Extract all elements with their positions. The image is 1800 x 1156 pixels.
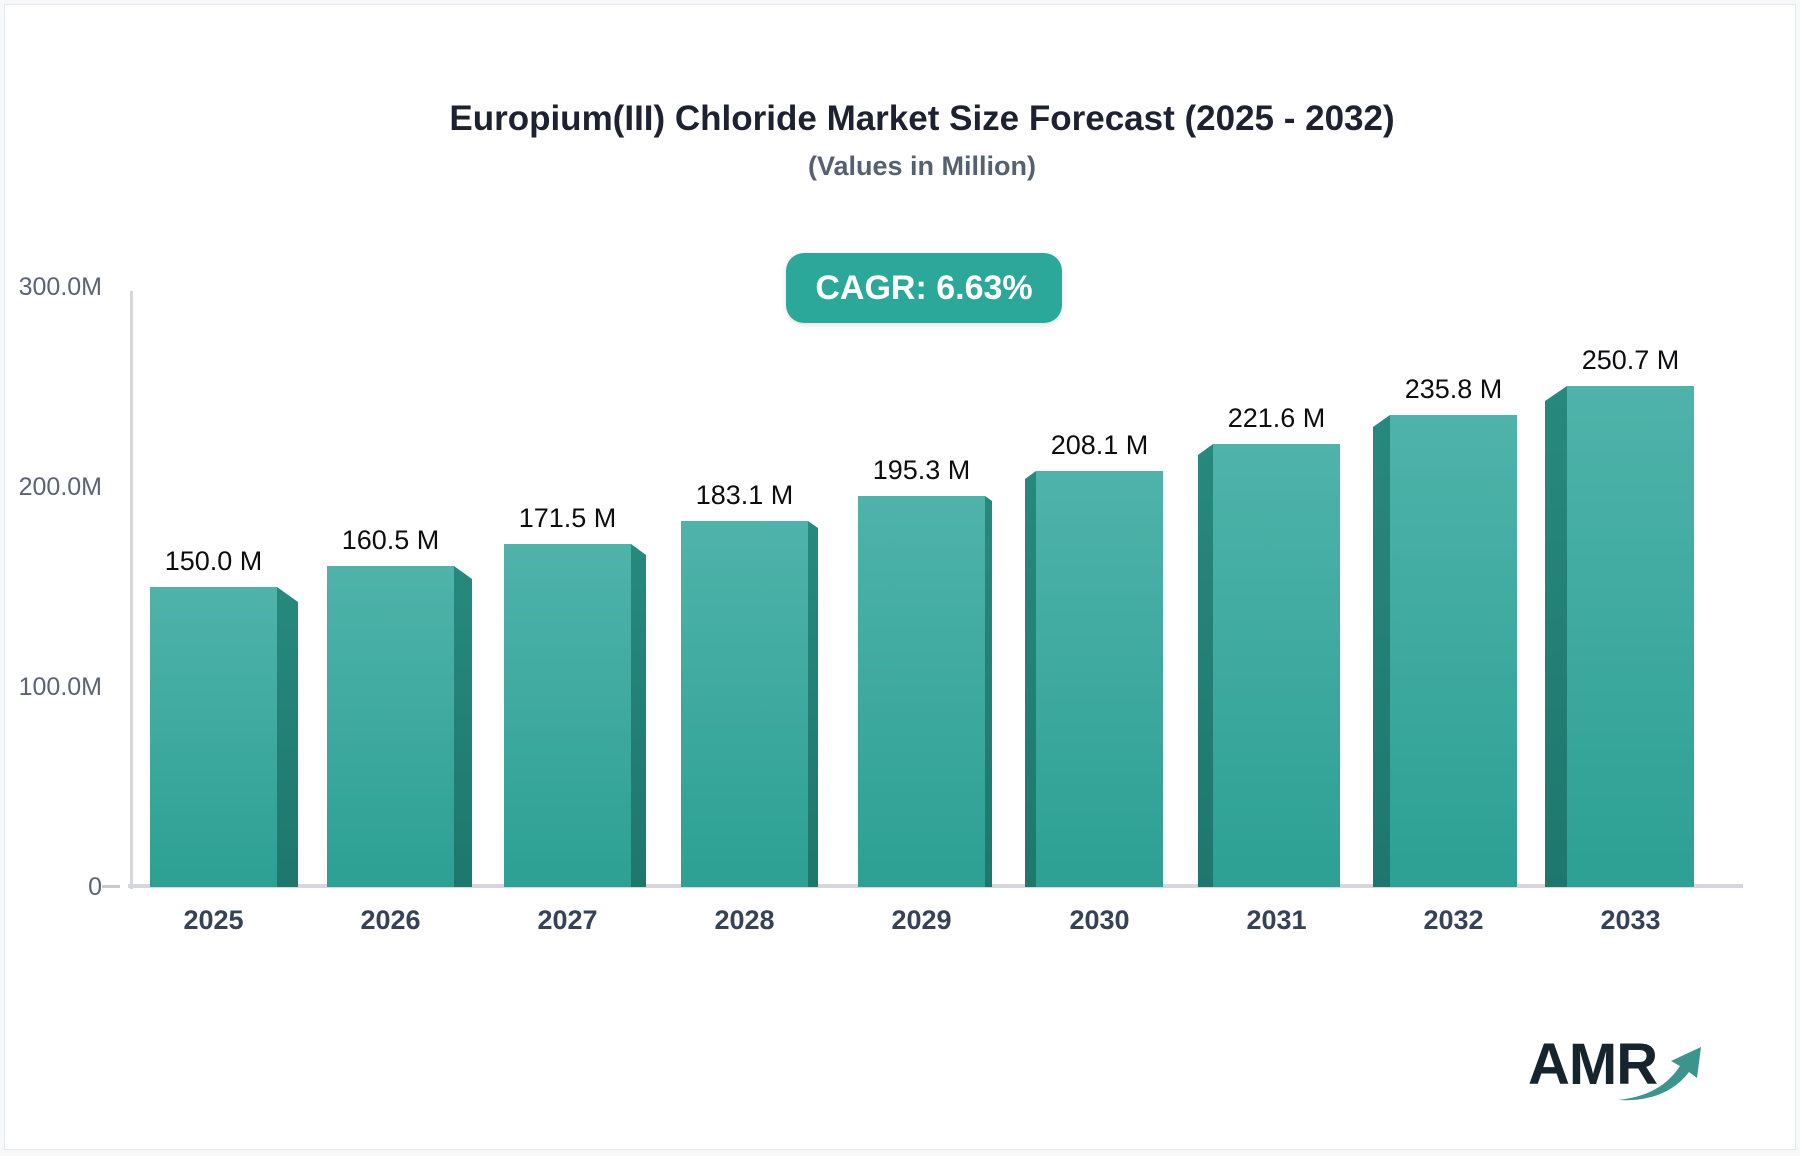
- bar-side-2026: [454, 566, 472, 887]
- x-label-2033: 2033: [1600, 905, 1661, 935]
- bar-side-2025: [277, 587, 298, 887]
- bar-side-2033: [1545, 386, 1567, 887]
- bar-2029[interactable]: [858, 496, 985, 887]
- bar-side-2031: [1198, 444, 1213, 887]
- bar-2031[interactable]: [1213, 444, 1340, 887]
- y-tick-200: 200.0M: [18, 473, 102, 501]
- bar-value-2029: 195.3 M: [872, 455, 971, 485]
- bar-2027[interactable]: [504, 544, 631, 887]
- y-tick-0: 0: [88, 873, 102, 901]
- y-tick-100: 100.0M: [18, 673, 102, 701]
- bar-2028[interactable]: [681, 521, 808, 887]
- cagr-badge: CAGR: 6.63%: [786, 253, 1062, 323]
- x-label-2029: 2029: [891, 905, 952, 935]
- amr-logo-text: AMR: [1528, 1032, 1658, 1097]
- bar-value-2027: 171.5 M: [518, 503, 617, 533]
- x-label-2026: 2026: [360, 905, 421, 935]
- y-tick-300: 300.0M: [18, 273, 102, 301]
- bar-side-2027: [631, 544, 646, 887]
- growth-arrow-icon: [1618, 1047, 1701, 1101]
- bar-2025[interactable]: [150, 587, 277, 887]
- x-label-2031: 2031: [1246, 905, 1307, 935]
- x-label-2027: 2027: [537, 905, 598, 935]
- bar-2030[interactable]: [1036, 471, 1163, 887]
- page-title: Europium(III) Chloride Market Size Forec…: [449, 99, 1395, 138]
- zero-tick-mark: [102, 885, 120, 888]
- bar-value-2032: 235.8 M: [1404, 374, 1503, 404]
- x-label-2028: 2028: [714, 905, 775, 935]
- page-subtitle: (Values in Million): [807, 151, 1037, 181]
- bar-2032[interactable]: [1390, 415, 1517, 887]
- bar-side-2030: [1025, 471, 1036, 887]
- bar-value-2025: 150.0 M: [164, 546, 263, 576]
- x-label-2032: 2032: [1423, 905, 1484, 935]
- x-label-2025: 2025: [183, 905, 244, 935]
- bar-side-2032: [1373, 415, 1390, 887]
- bar-value-2026: 160.5 M: [341, 525, 440, 555]
- bar-2026[interactable]: [327, 566, 454, 887]
- y-axis-line: [130, 291, 133, 889]
- amr-logo: AMR: [1528, 1036, 1718, 1116]
- bar-value-2028: 183.1 M: [695, 480, 794, 510]
- bar-value-2030: 208.1 M: [1050, 430, 1149, 460]
- bar-side-2028: [808, 521, 818, 887]
- bar-2033[interactable]: [1567, 386, 1694, 887]
- bar-value-2033: 250.7 M: [1581, 345, 1680, 375]
- x-label-2030: 2030: [1069, 905, 1130, 935]
- bar-side-2029: [985, 496, 992, 887]
- bar-value-2031: 221.6 M: [1227, 403, 1326, 433]
